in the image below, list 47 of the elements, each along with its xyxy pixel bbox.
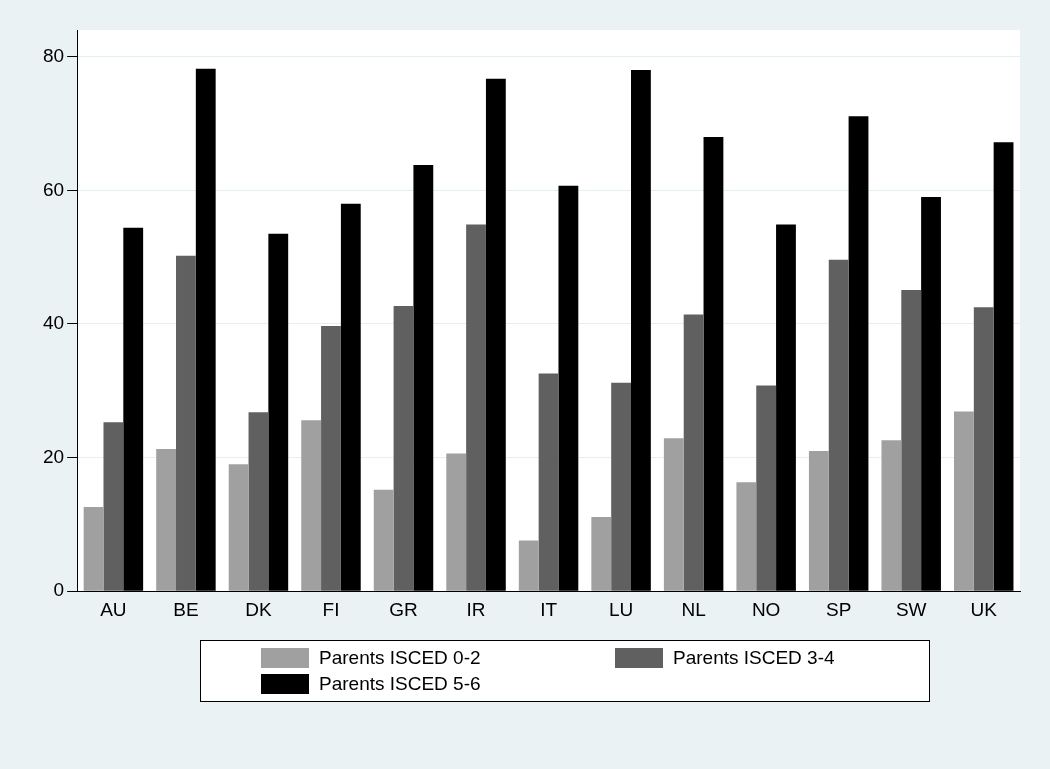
bar xyxy=(301,420,322,591)
bar xyxy=(466,224,486,591)
bar xyxy=(901,289,922,591)
bar xyxy=(373,489,394,591)
bar xyxy=(954,411,974,591)
x-tick-label: GR xyxy=(389,598,418,620)
y-tick-label: 80 xyxy=(42,44,65,66)
bar xyxy=(321,325,341,591)
bar xyxy=(881,440,902,591)
bar xyxy=(611,382,632,591)
y-tick-label: 0 xyxy=(53,579,65,601)
x-tick-label: SW xyxy=(895,598,927,620)
bar xyxy=(663,438,684,591)
bar xyxy=(103,422,124,591)
bar xyxy=(156,448,177,591)
x-tick-label: IT xyxy=(540,598,558,620)
bar xyxy=(808,450,829,591)
bar xyxy=(228,464,249,591)
x-tick-label: BE xyxy=(173,598,199,620)
bar xyxy=(973,307,994,591)
bar xyxy=(828,259,849,591)
legend-label: Parents ISCED 5-6 xyxy=(319,673,481,695)
bar xyxy=(756,385,777,591)
x-tick-label: UK xyxy=(970,598,998,620)
legend-label: Parents ISCED 0-2 xyxy=(319,647,481,669)
bar xyxy=(736,482,757,591)
bar xyxy=(591,517,612,591)
x-tick-label: FI xyxy=(322,598,340,620)
y-tick-label: 20 xyxy=(42,445,65,467)
bar xyxy=(393,305,414,591)
y-tick-label: 60 xyxy=(42,178,65,200)
x-tick-label: DK xyxy=(245,598,272,620)
x-tick-label: LU xyxy=(608,598,634,620)
x-tick-label: AU xyxy=(100,598,127,620)
bar xyxy=(248,412,269,591)
x-tick-label: NO xyxy=(751,598,781,620)
y-tick-label: 40 xyxy=(42,312,65,334)
bar xyxy=(83,507,104,591)
bar xyxy=(446,453,467,591)
bar xyxy=(538,373,559,591)
x-tick-label: IR xyxy=(466,598,486,620)
bar xyxy=(683,314,704,591)
bar xyxy=(176,255,196,591)
legend-label: Parents ISCED 3-4 xyxy=(673,647,835,669)
x-tick-label: SP xyxy=(826,598,852,620)
bar xyxy=(518,540,539,591)
x-tick-label: NL xyxy=(681,598,706,620)
